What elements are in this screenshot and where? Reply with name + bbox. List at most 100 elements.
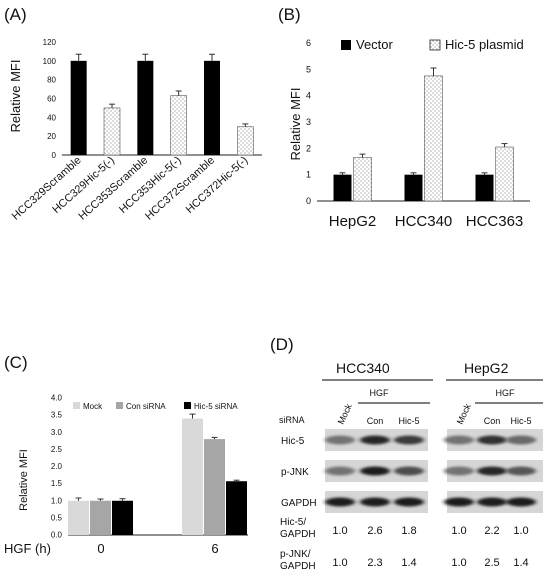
c-ytick-label: 0.0 — [51, 531, 63, 540]
panel-c-y-ticks: 0.0 0.5 1.0 1.5 2.0 2.5 3.0 3.5 4.0 — [51, 394, 63, 540]
a-ytick-label: 100 — [43, 57, 57, 66]
legend-label-con-sirna: Con siRNA — [126, 402, 166, 411]
a-ytick-label: 60 — [47, 95, 56, 104]
c-category-label: 6 — [211, 541, 218, 556]
legend-label-vector: Vector — [356, 37, 394, 52]
ratio-value: 1.4 — [513, 557, 528, 569]
legend-label-mock: Mock — [83, 402, 103, 411]
blot-label-gapdh: GAPDH — [281, 498, 317, 509]
blot-label-p-jnk: p-JNK — [281, 467, 309, 478]
b-ytick-label: 4 — [306, 91, 311, 101]
c-ytick-label: 3.5 — [51, 411, 63, 420]
sirna-row-header: siRNA — [279, 415, 305, 425]
b-ytick-label: 3 — [306, 117, 311, 127]
blot-band — [360, 466, 390, 476]
ratio-value: 1.0 — [332, 557, 347, 569]
a-bar-2 — [137, 60, 154, 156]
ratio-value: 2.3 — [367, 557, 382, 569]
c-ytick-label: 4.0 — [51, 394, 63, 403]
c-ytick-label: 3.0 — [51, 428, 63, 437]
a-bar-3 — [170, 95, 187, 156]
panel-a-ylabel: Relative MFI — [8, 60, 23, 133]
ratio-row-label: p-JNK/ — [280, 549, 311, 560]
panel-c-legend: Mock Con siRNA Hic-5 siRNA — [73, 402, 238, 411]
panel-a: (A) 0 20 40 60 80 100 120 Relative MFI HCC329S… — [4, 5, 262, 223]
b-bar-1-0 — [353, 157, 372, 202]
panel-b-x-ticks: HepG2 HCC340 HCC363 — [329, 213, 524, 230]
panel-c-ylabel: Relative MFI — [18, 449, 30, 511]
a-ytick-label: 40 — [47, 113, 56, 122]
c-ytick-label: 2.5 — [51, 445, 63, 454]
blot-band — [325, 435, 355, 445]
ratio-row-label: Hic-5/ — [280, 517, 306, 528]
panel-b-bars — [317, 67, 530, 202]
b-bar-0-1 — [404, 174, 423, 201]
c-bar-1-0 — [90, 500, 111, 535]
b-bar-1-2 — [495, 146, 514, 202]
b-bar-1-1 — [424, 75, 443, 202]
a-bar-0 — [70, 60, 87, 156]
c-bar-0-0 — [68, 500, 89, 535]
panel-b-legend: Vector Hic-5 plasmid — [341, 37, 524, 52]
panel-a-bars — [62, 53, 262, 156]
b-bar-0-0 — [333, 174, 352, 201]
panel-c: (C) Mock Con siRNA Hic-5 siRNA 0.0 0.5 1.0… — [4, 353, 248, 556]
ratio-row-label: GAPDH — [280, 529, 316, 540]
b-ytick-label: 0 — [306, 196, 311, 206]
panel-d-label: (D) — [270, 335, 294, 354]
blot-band — [444, 435, 474, 445]
c-category-label: 0 — [97, 541, 104, 556]
blot-band — [325, 497, 355, 507]
panel-d: (D) HCC340 HepG2 HGF HGF siRNA Mock Con Hi… — [270, 335, 543, 572]
blot-label-hic-5: Hic-5 — [281, 436, 305, 447]
panel-a-label: (A) — [4, 5, 27, 24]
blot-band — [506, 497, 536, 507]
legend-swatch-con-sirna — [116, 402, 123, 409]
blot-band — [477, 497, 507, 507]
c-ytick-label: 1.5 — [51, 479, 63, 488]
b-ytick-label: 1 — [306, 170, 311, 180]
c-bar-2-0 — [112, 500, 133, 535]
panel-d-lane-labels: Mock Con Hic-5 Mock Con Hic-5 — [336, 402, 532, 426]
panel-c-bars — [68, 413, 248, 536]
lane-label-mock: Mock — [336, 402, 354, 426]
blot-band — [394, 497, 424, 507]
panel-c-xlabel: HGF (h) — [4, 541, 51, 556]
lane-label: Hic-5 — [398, 416, 419, 426]
blot-band — [325, 466, 355, 476]
b-ytick-label: 6 — [306, 38, 311, 48]
panel-b: (B) 0 1 2 3 4 5 6 Relative MFI Vector Hic-5 pl… — [278, 5, 530, 230]
a-bar-4 — [204, 60, 220, 156]
ratio-value: 1.0 — [513, 525, 528, 537]
legend-label-hic5-sirna: Hic-5 siRNA — [194, 402, 238, 411]
panel-d-ratios: Hic-5/GAPDH 1.0 2.6 1.8 1.0 2.2 1.0 p-JNK/GAPDH… — [280, 517, 529, 572]
a-ytick-label: 20 — [47, 132, 56, 141]
c-ytick-label: 2.0 — [51, 462, 63, 471]
blot-band — [477, 466, 507, 476]
b-bar-0-2 — [475, 174, 494, 201]
lane-label: Con — [367, 416, 384, 426]
c-bar-0-1 — [182, 418, 203, 535]
legend-swatch-mock — [73, 402, 80, 409]
ratio-value: 1.0 — [451, 525, 466, 537]
ratio-value: 1.8 — [401, 525, 416, 537]
ratio-value: 1.4 — [401, 557, 416, 569]
ratio-value: 2.2 — [484, 525, 499, 537]
legend-swatch-vector — [341, 40, 351, 50]
lane-label-mock: Mock — [455, 402, 473, 426]
a-ytick-label: 120 — [43, 38, 57, 47]
blot-band — [506, 466, 536, 476]
c-ytick-label: 1.0 — [51, 496, 63, 505]
cell-line-hepg2: HepG2 — [464, 360, 509, 376]
c-bar-1-1 — [204, 439, 225, 535]
legend-label-hic5-plasmid: Hic-5 plasmid — [445, 37, 524, 52]
legend-swatch-hic5-plasmid — [429, 39, 441, 51]
blot-band — [506, 435, 536, 445]
panel-b-y-ticks: 0 1 2 3 4 5 6 — [306, 38, 311, 206]
panel-b-label: (B) — [278, 5, 301, 24]
cell-line-hcc340: HCC340 — [336, 360, 390, 376]
blot-band — [394, 466, 424, 476]
blot-band — [477, 435, 507, 445]
b-ytick-label: 5 — [306, 64, 311, 74]
